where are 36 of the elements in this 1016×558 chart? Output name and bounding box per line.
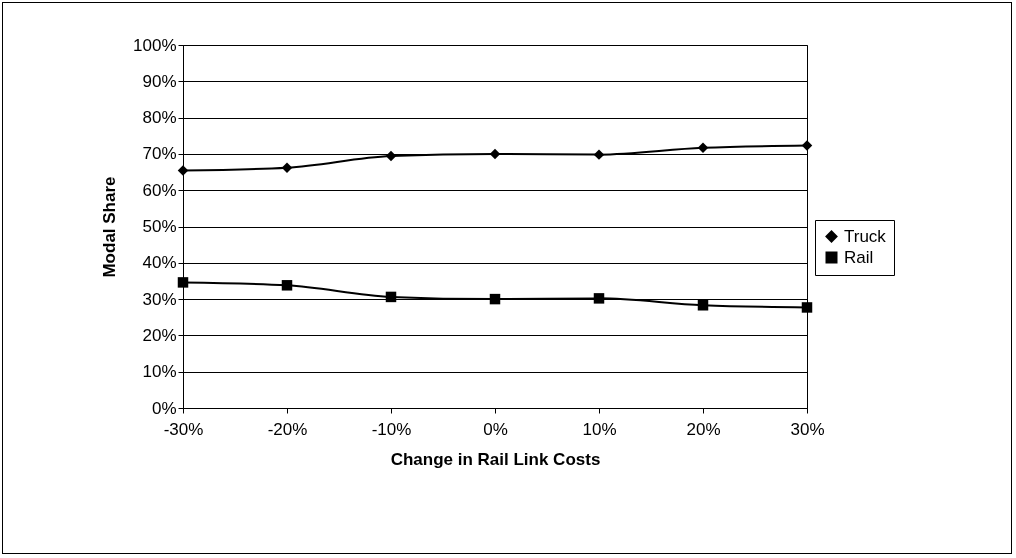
y-tick-label: 90%	[142, 71, 177, 91]
point	[593, 149, 605, 160]
point	[177, 165, 189, 176]
x-tick-label: -20%	[267, 419, 308, 439]
x-tick-label: -10%	[371, 419, 412, 439]
y-tick-label: 10%	[142, 362, 177, 382]
legend-label: Truck	[844, 226, 887, 246]
point	[177, 277, 189, 288]
y-tick-label: 80%	[142, 108, 177, 128]
x-tick-label: 30%	[790, 419, 825, 439]
y-tick-label: 0%	[151, 398, 177, 418]
point	[697, 142, 709, 153]
y-tick-label: 70%	[142, 144, 177, 164]
point	[281, 280, 293, 291]
point	[593, 293, 605, 304]
point	[697, 300, 709, 311]
point	[801, 302, 813, 313]
point	[489, 148, 501, 160]
x-axis-title: Change in Rail Link Costs	[390, 449, 601, 469]
point	[385, 291, 397, 303]
y-tick-label: 60%	[142, 180, 177, 200]
point	[385, 150, 397, 162]
y-tick-label: 20%	[142, 325, 177, 345]
point	[281, 162, 293, 173]
x-tick-label: 10%	[582, 419, 617, 439]
point	[801, 140, 813, 151]
y-tick-label: 100%	[133, 35, 177, 55]
x-tick-label: 20%	[686, 419, 721, 439]
legend-label: Rail	[844, 247, 874, 267]
x-tick-label: 0%	[483, 419, 508, 439]
y-axis-title: Modal Share	[100, 176, 120, 278]
y-tick-label: 40%	[142, 253, 177, 273]
point	[489, 293, 501, 305]
y-tick-label: 50%	[142, 217, 177, 236]
x-tick-label: -30%	[163, 419, 204, 439]
y-tick-label: 30%	[142, 289, 177, 309]
